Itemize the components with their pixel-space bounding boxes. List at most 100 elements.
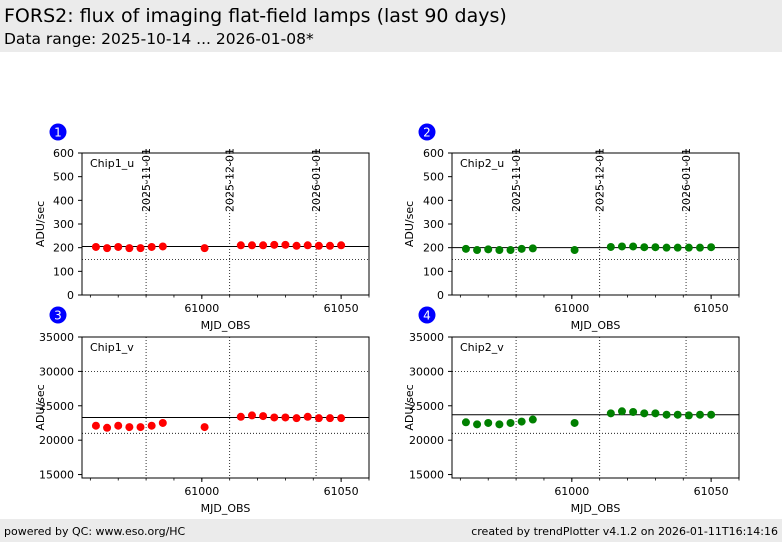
data-point <box>695 410 704 419</box>
data-point <box>662 410 671 419</box>
date-tick-label: 2025-12-01 <box>594 148 607 212</box>
y-tick-label: 100 <box>53 265 74 278</box>
data-point <box>651 243 660 252</box>
y-tick-label: 15000 <box>409 469 444 482</box>
x-tick-label: 61050 <box>694 302 729 315</box>
data-point <box>684 411 693 420</box>
x-axis-label: MJD_OBS <box>571 319 621 332</box>
panel-number-badge <box>49 123 67 141</box>
data-point <box>707 410 716 419</box>
y-axis-label: ADU/sec <box>34 384 47 430</box>
data-point <box>292 414 301 423</box>
data-point <box>147 421 156 430</box>
data-point <box>570 246 579 255</box>
data-point <box>684 243 693 252</box>
y-tick-label: 20000 <box>39 434 74 447</box>
y-tick-label: 200 <box>423 242 444 255</box>
data-point <box>517 244 526 253</box>
data-point <box>629 242 638 251</box>
data-point <box>247 411 256 420</box>
date-tick-label: 2025-11-01 <box>510 148 523 212</box>
data-point <box>125 423 134 432</box>
x-tick-label: 61050 <box>324 302 359 315</box>
chart-panel-2: 2025-11-01 2025-12-01 2026-01-01 0 100 200 300… <box>403 123 740 332</box>
data-point <box>314 414 323 423</box>
data-point <box>158 418 167 427</box>
series-label: Chip1_u <box>90 157 134 170</box>
chart-panel-3: 15000 20000 25000 30000 35000 61000 61050 MJD_O… <box>34 306 370 515</box>
data-point <box>461 418 470 427</box>
plot-frame <box>451 336 740 479</box>
y-tick-label: 600 <box>423 147 444 160</box>
footer-credit: powered by QC: www.eso.org/HC <box>4 525 186 538</box>
page-subtitle: Data range: 2025-10-14 ... 2026-01-08* <box>4 30 314 48</box>
x-tick-label: 61050 <box>324 485 359 498</box>
data-point <box>114 421 123 430</box>
data-point <box>617 242 626 251</box>
y-axis-label: ADU/sec <box>403 201 416 247</box>
y-tick-label: 20000 <box>409 434 444 447</box>
y-tick-label: 200 <box>53 242 74 255</box>
data-point <box>303 241 312 250</box>
data-point <box>91 421 100 430</box>
series-label: Chip2_u <box>460 157 504 170</box>
data-point <box>673 410 682 419</box>
y-axis-label: ADU/sec <box>403 384 416 430</box>
data-point <box>517 417 526 426</box>
panel-number: 1 <box>54 126 62 140</box>
data-point <box>158 242 167 251</box>
data-point <box>200 423 209 432</box>
data-point <box>606 242 615 251</box>
data-point <box>292 241 301 250</box>
data-point <box>629 407 638 416</box>
panel-number: 4 <box>423 309 431 323</box>
data-point <box>506 246 515 255</box>
x-tick-label: 61000 <box>554 485 589 498</box>
y-tick-label: 600 <box>53 147 74 160</box>
data-point <box>281 413 290 422</box>
data-point <box>270 413 279 422</box>
y-tick-label: 300 <box>423 218 444 231</box>
panel-number: 2 <box>423 126 431 140</box>
data-point <box>270 240 279 249</box>
data-point <box>236 241 245 250</box>
data-point <box>495 420 504 429</box>
data-point <box>337 414 346 423</box>
y-tick-label: 35000 <box>39 331 74 344</box>
y-tick-label: 25000 <box>409 400 444 413</box>
y-tick-label: 300 <box>53 218 74 231</box>
header-bar: FORS2: flux of imaging flat-field lamps … <box>0 0 782 52</box>
y-tick-label: 400 <box>53 194 74 207</box>
data-point <box>707 243 716 252</box>
data-point <box>200 244 209 253</box>
date-tick-label: 2026-01-01 <box>680 148 693 212</box>
data-point <box>103 244 112 253</box>
y-tick-label: 30000 <box>409 365 444 378</box>
data-point <box>640 409 649 418</box>
data-point <box>651 409 660 418</box>
data-point <box>617 407 626 416</box>
y-tick-label: 100 <box>423 265 444 278</box>
data-point <box>259 241 268 250</box>
y-tick-label: 0 <box>437 289 444 302</box>
data-point <box>461 244 470 253</box>
data-point <box>136 244 145 253</box>
footer-timestamp: created by trendPlotter v4.1.2 on 2026-0… <box>471 525 778 538</box>
data-point <box>662 243 671 252</box>
x-axis-label: MJD_OBS <box>571 502 621 515</box>
data-point <box>247 241 256 250</box>
data-point <box>495 246 504 255</box>
panel-number: 3 <box>54 309 62 323</box>
panel-number-badge <box>49 306 67 324</box>
data-point <box>303 412 312 421</box>
data-point <box>103 423 112 432</box>
data-point <box>325 414 334 423</box>
data-point <box>673 243 682 252</box>
data-point <box>259 412 268 421</box>
data-point <box>606 409 615 418</box>
y-axis-label: ADU/sec <box>34 201 47 247</box>
data-point <box>484 418 493 427</box>
y-tick-label: 15000 <box>39 469 74 482</box>
series-label: Chip1_v <box>90 341 134 354</box>
